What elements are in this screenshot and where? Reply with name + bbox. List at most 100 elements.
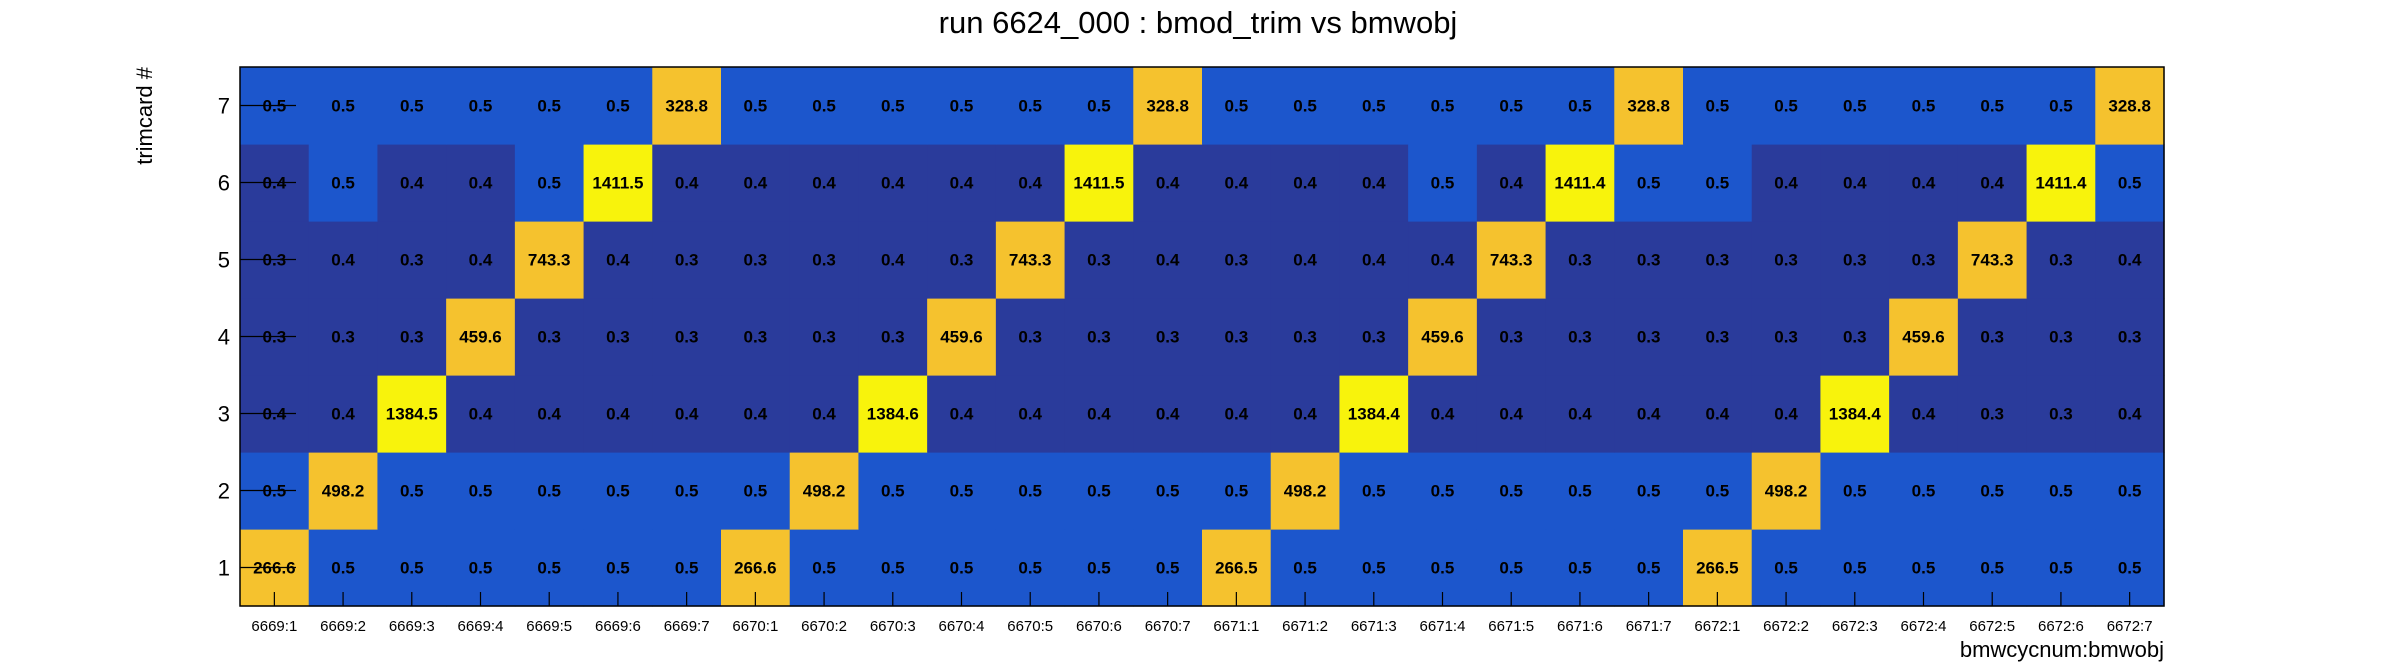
cell-value-label: 0.4 bbox=[950, 405, 974, 424]
cell-value-label: 0.4 bbox=[1018, 405, 1042, 424]
heatmap-cell bbox=[1889, 298, 1959, 376]
cell-value-label: 0.5 bbox=[1225, 482, 1249, 501]
heatmap-cell bbox=[1545, 221, 1615, 299]
heatmap-cell bbox=[927, 298, 997, 376]
x-tick-label: 6672:6 bbox=[2038, 618, 2084, 635]
y-tick-label: 1 bbox=[218, 556, 230, 581]
cell-value-label: 0.5 bbox=[606, 482, 630, 501]
heatmap-cell bbox=[2026, 298, 2096, 376]
heatmap-cell bbox=[583, 298, 653, 376]
heatmap-cell bbox=[1064, 298, 1134, 376]
heatmap-cell bbox=[789, 67, 860, 145]
heatmap-cell bbox=[652, 67, 722, 145]
x-tick-label: 6670:6 bbox=[1076, 618, 1122, 635]
cell-value-label: 0.4 bbox=[1774, 174, 1798, 193]
cell-value-label: 0.5 bbox=[1980, 97, 2004, 116]
cell-value-label: 0.5 bbox=[1087, 97, 1111, 116]
cell-value-label: 0.5 bbox=[1568, 482, 1592, 501]
heatmap-cell bbox=[789, 144, 860, 222]
cell-value-label: 0.4 bbox=[1568, 405, 1592, 424]
heatmap-cell bbox=[1408, 67, 1478, 145]
cell-value-label: 1411.4 bbox=[1554, 174, 1606, 193]
heatmap-cell bbox=[377, 221, 447, 299]
x-tick-label: 6670:1 bbox=[732, 618, 778, 635]
cell-value-label: 459.6 bbox=[1421, 328, 1464, 347]
cell-value-label: 498.2 bbox=[803, 482, 846, 501]
heatmap-cell bbox=[2026, 67, 2096, 145]
y-tick-label: 7 bbox=[218, 94, 230, 119]
heatmap-cell bbox=[1751, 298, 1822, 376]
cell-value-label: 0.3 bbox=[1912, 251, 1936, 270]
heatmap-cell bbox=[1270, 144, 1341, 222]
cell-value-label: 0.3 bbox=[1843, 251, 1867, 270]
x-tick-label: 6670:5 bbox=[1007, 618, 1053, 635]
heatmap-cell bbox=[514, 298, 585, 376]
cell-value-label: 0.5 bbox=[400, 97, 424, 116]
x-tick-label: 6669:5 bbox=[526, 618, 572, 635]
cell-value-label: 266.5 bbox=[1696, 559, 1739, 578]
heatmap-cell bbox=[1408, 144, 1478, 222]
heatmap-cell bbox=[927, 144, 997, 222]
heatmap-cell bbox=[1957, 144, 2028, 222]
cell-value-label: 1384.5 bbox=[386, 405, 438, 424]
x-tick-label: 6669:2 bbox=[320, 618, 366, 635]
cell-value-label: 0.4 bbox=[1499, 405, 1523, 424]
cell-value-label: 0.4 bbox=[1156, 174, 1180, 193]
x-tick-label: 6671:7 bbox=[1626, 618, 1672, 635]
heatmap-cell bbox=[1820, 144, 1890, 222]
cell-value-label: 0.5 bbox=[1980, 482, 2004, 501]
cell-value-label: 266.6 bbox=[734, 559, 777, 578]
cell-value-label: 0.3 bbox=[400, 251, 424, 270]
cell-value-label: 0.4 bbox=[812, 174, 836, 193]
cell-value-label: 0.5 bbox=[1362, 482, 1386, 501]
x-tick-label: 6669:4 bbox=[458, 618, 504, 635]
heatmap-cell bbox=[1614, 298, 1684, 376]
heatmap-cell bbox=[1339, 452, 1409, 530]
heatmap-cell bbox=[789, 452, 860, 530]
cell-value-label: 0.5 bbox=[744, 482, 768, 501]
heatmap-cells bbox=[240, 67, 2165, 607]
chart-title: run 6624_000 : bmod_trim vs bmwobj bbox=[939, 5, 1458, 40]
cell-value-label: 0.3 bbox=[744, 328, 768, 347]
heatmap-cell bbox=[2095, 375, 2165, 453]
x-tick-label: 6671:1 bbox=[1213, 618, 1259, 635]
heatmap-cell bbox=[927, 452, 997, 530]
cell-value-label: 0.5 bbox=[331, 559, 355, 578]
heatmap-cell bbox=[1476, 298, 1547, 376]
y-tick-label: 5 bbox=[218, 248, 230, 273]
cell-value-label: 0.4 bbox=[1980, 174, 2004, 193]
heatmap-cell bbox=[1889, 375, 1959, 453]
cell-value-label: 0.5 bbox=[1499, 559, 1523, 578]
heatmap-cell bbox=[1064, 67, 1134, 145]
cell-value-label: 0.4 bbox=[331, 405, 355, 424]
cell-value-label: 0.5 bbox=[1431, 559, 1455, 578]
cell-value-label: 0.4 bbox=[1774, 405, 1798, 424]
cell-value-label: 0.3 bbox=[1706, 251, 1730, 270]
cell-value-label: 0.3 bbox=[675, 251, 699, 270]
cell-value-label: 498.2 bbox=[322, 482, 365, 501]
y-tick-label: 3 bbox=[218, 402, 230, 427]
x-tick-label: 6672:5 bbox=[1969, 618, 2015, 635]
heatmap-cell bbox=[1339, 375, 1409, 453]
y-tick-label: 6 bbox=[218, 171, 230, 196]
cell-value-label: 0.5 bbox=[2049, 559, 2073, 578]
heatmap-cell bbox=[995, 67, 1066, 145]
heatmap-cell bbox=[1751, 67, 1822, 145]
cell-value-label: 0.3 bbox=[950, 251, 974, 270]
heatmap-cell bbox=[514, 452, 585, 530]
heatmap-cell bbox=[1270, 221, 1341, 299]
cell-value-label: 0.3 bbox=[2118, 328, 2142, 347]
heatmap-cell bbox=[995, 221, 1066, 299]
cell-value-label: 0.4 bbox=[1225, 174, 1249, 193]
cell-value-label: 328.8 bbox=[1627, 97, 1670, 116]
cell-value-label: 0.5 bbox=[1706, 174, 1730, 193]
cell-value-label: 0.3 bbox=[1843, 328, 1867, 347]
cell-value-label: 0.4 bbox=[1431, 251, 1455, 270]
cell-value-label: 0.5 bbox=[469, 559, 493, 578]
cell-value-label: 0.5 bbox=[1431, 97, 1455, 116]
cell-value-label: 1384.4 bbox=[1348, 405, 1401, 424]
heatmap-cell bbox=[652, 375, 722, 453]
heatmap-cell bbox=[927, 375, 997, 453]
heatmap-cell bbox=[721, 144, 791, 222]
